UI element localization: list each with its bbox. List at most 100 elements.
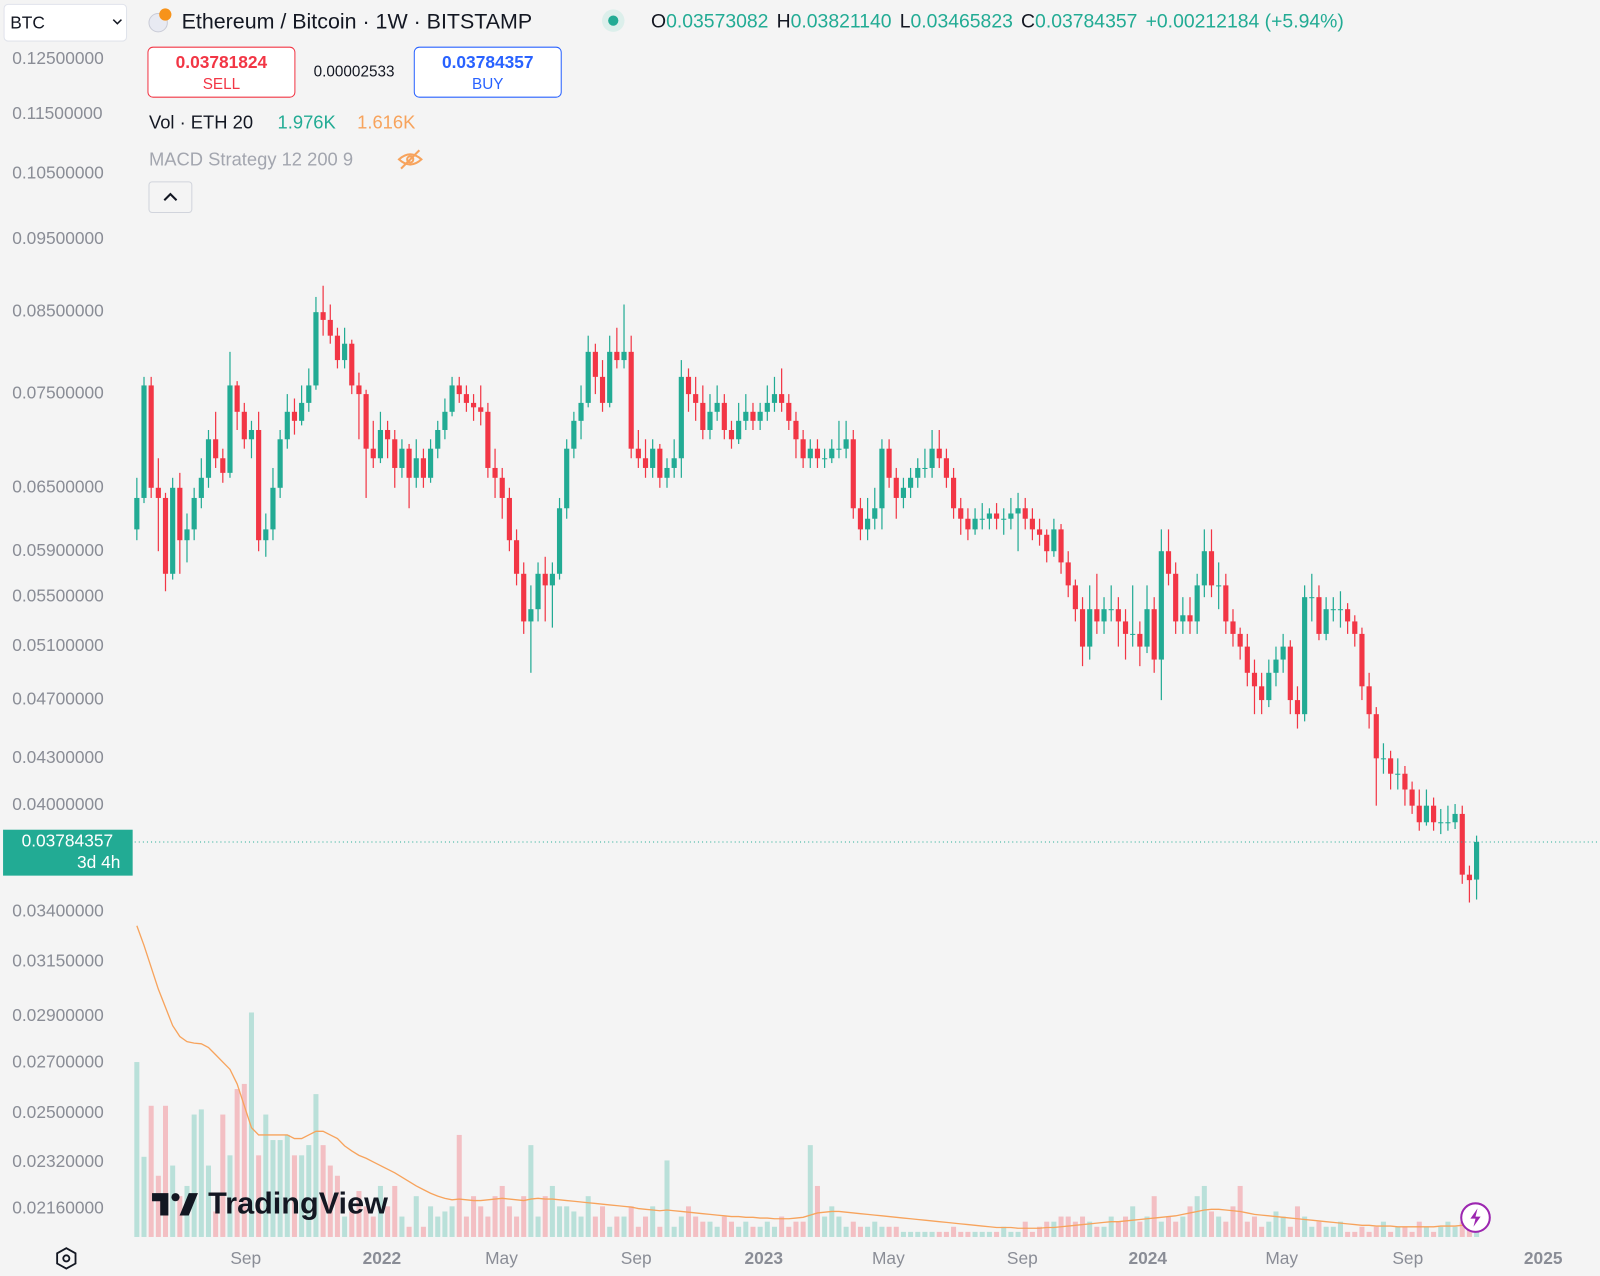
candle-body xyxy=(800,439,806,459)
candle-body xyxy=(1337,609,1344,611)
candle-body xyxy=(972,518,978,530)
volume-bar xyxy=(908,1231,914,1237)
volume-bar xyxy=(1395,1226,1401,1237)
candle-body xyxy=(793,420,799,440)
volume-bar xyxy=(865,1226,871,1237)
volume-bar xyxy=(234,1089,240,1237)
volume-bar xyxy=(1115,1221,1121,1237)
settings-icon[interactable] xyxy=(56,1247,77,1270)
y-tick-label: 0.02900000 xyxy=(12,1005,104,1025)
candle-body xyxy=(148,385,154,488)
volume-bar xyxy=(700,1221,706,1237)
candle-body xyxy=(456,385,462,395)
candle-body xyxy=(428,448,434,478)
volume-bar xyxy=(1065,1216,1071,1237)
volume-bar xyxy=(900,1231,906,1237)
candle-body xyxy=(779,394,785,403)
volume-bar xyxy=(943,1231,949,1237)
candle-body xyxy=(1115,609,1121,622)
volume-bar xyxy=(857,1226,863,1237)
candle-body xyxy=(1022,508,1028,519)
candle-body xyxy=(1001,518,1007,520)
volume-bar xyxy=(1337,1221,1343,1237)
volume-bar xyxy=(449,1206,455,1237)
volume-bar xyxy=(241,1083,247,1237)
volume-bar xyxy=(320,1145,326,1237)
price-tag-countdown: 3d 4h xyxy=(77,852,120,872)
candle-body xyxy=(886,448,892,478)
volume-bar xyxy=(1380,1221,1386,1237)
hidden-icon[interactable] xyxy=(397,149,423,170)
candle-body xyxy=(1395,773,1401,775)
volume-bar xyxy=(162,1105,169,1237)
candle-body xyxy=(470,402,477,408)
volume-bar xyxy=(1230,1206,1236,1237)
plot-area xyxy=(134,285,1600,1237)
volume-bar xyxy=(1423,1226,1429,1237)
volume-bar xyxy=(1166,1216,1172,1237)
volume-bar xyxy=(370,1216,376,1237)
candle-body xyxy=(771,394,778,403)
volume-bar xyxy=(1345,1231,1351,1237)
candle-body xyxy=(1194,585,1200,622)
price-tag xyxy=(3,829,133,876)
eye-slash xyxy=(400,149,421,170)
volume-bar xyxy=(972,1231,978,1237)
candle-body xyxy=(1445,822,1451,824)
volume-bar xyxy=(1466,1226,1472,1237)
candle-body xyxy=(822,458,828,460)
y-tick-label: 0.04300000 xyxy=(12,747,104,767)
sell-label: SELL xyxy=(203,76,240,93)
x-tick-label: Sep xyxy=(1007,1248,1038,1268)
candle-body xyxy=(678,376,684,459)
volume-bar xyxy=(213,1211,219,1237)
volume-bar xyxy=(177,1196,183,1237)
volume-bar xyxy=(1123,1216,1129,1237)
candle-body xyxy=(1345,609,1351,622)
volume-bar xyxy=(929,1231,935,1237)
volume-bar xyxy=(1402,1226,1408,1237)
volume-bar xyxy=(356,1191,362,1237)
volume-bar xyxy=(471,1196,477,1237)
candle-body xyxy=(306,385,312,403)
volume-bar xyxy=(986,1231,992,1237)
volume-bar xyxy=(600,1206,606,1237)
candle-body xyxy=(1201,551,1207,586)
x-tick-label: 2022 xyxy=(363,1248,402,1268)
volume-bar xyxy=(485,1216,491,1237)
buy-price: 0.03784357 xyxy=(442,52,534,72)
candle-body xyxy=(220,458,226,473)
candle-body xyxy=(693,394,699,403)
volume-bar xyxy=(1173,1221,1179,1237)
volume-bar xyxy=(478,1206,484,1237)
volume-bar xyxy=(227,1155,233,1237)
candle-body xyxy=(392,439,398,468)
volume-bar xyxy=(1022,1221,1028,1237)
candle-body xyxy=(628,351,634,449)
buy-button[interactable] xyxy=(413,46,562,98)
volume-bar xyxy=(1359,1226,1365,1237)
candle-body xyxy=(1388,758,1394,774)
price-tag-value: 0.03784357 xyxy=(22,831,114,851)
volume-bar xyxy=(1137,1221,1143,1237)
candle-body xyxy=(707,411,713,430)
candle-body xyxy=(334,335,341,361)
collapse-button[interactable] xyxy=(148,181,193,214)
candle-body xyxy=(1237,633,1243,647)
volume-bar xyxy=(585,1196,591,1237)
candle-body xyxy=(1187,615,1193,622)
y-tick-label: 0.05100000 xyxy=(12,635,104,655)
symbol-input[interactable] xyxy=(3,3,128,42)
volume-bar xyxy=(349,1211,355,1237)
candle-body xyxy=(1208,551,1215,586)
y-tick-label: 0.03400000 xyxy=(12,901,104,921)
candle-body xyxy=(578,402,584,421)
sell-button[interactable] xyxy=(147,46,296,98)
candle-body xyxy=(843,439,849,449)
ohlc-value: 0.03784357 xyxy=(1035,11,1137,33)
volume-bar xyxy=(664,1160,670,1237)
candle-body xyxy=(564,448,570,509)
candle-body xyxy=(377,429,384,459)
candle-body xyxy=(599,376,606,403)
